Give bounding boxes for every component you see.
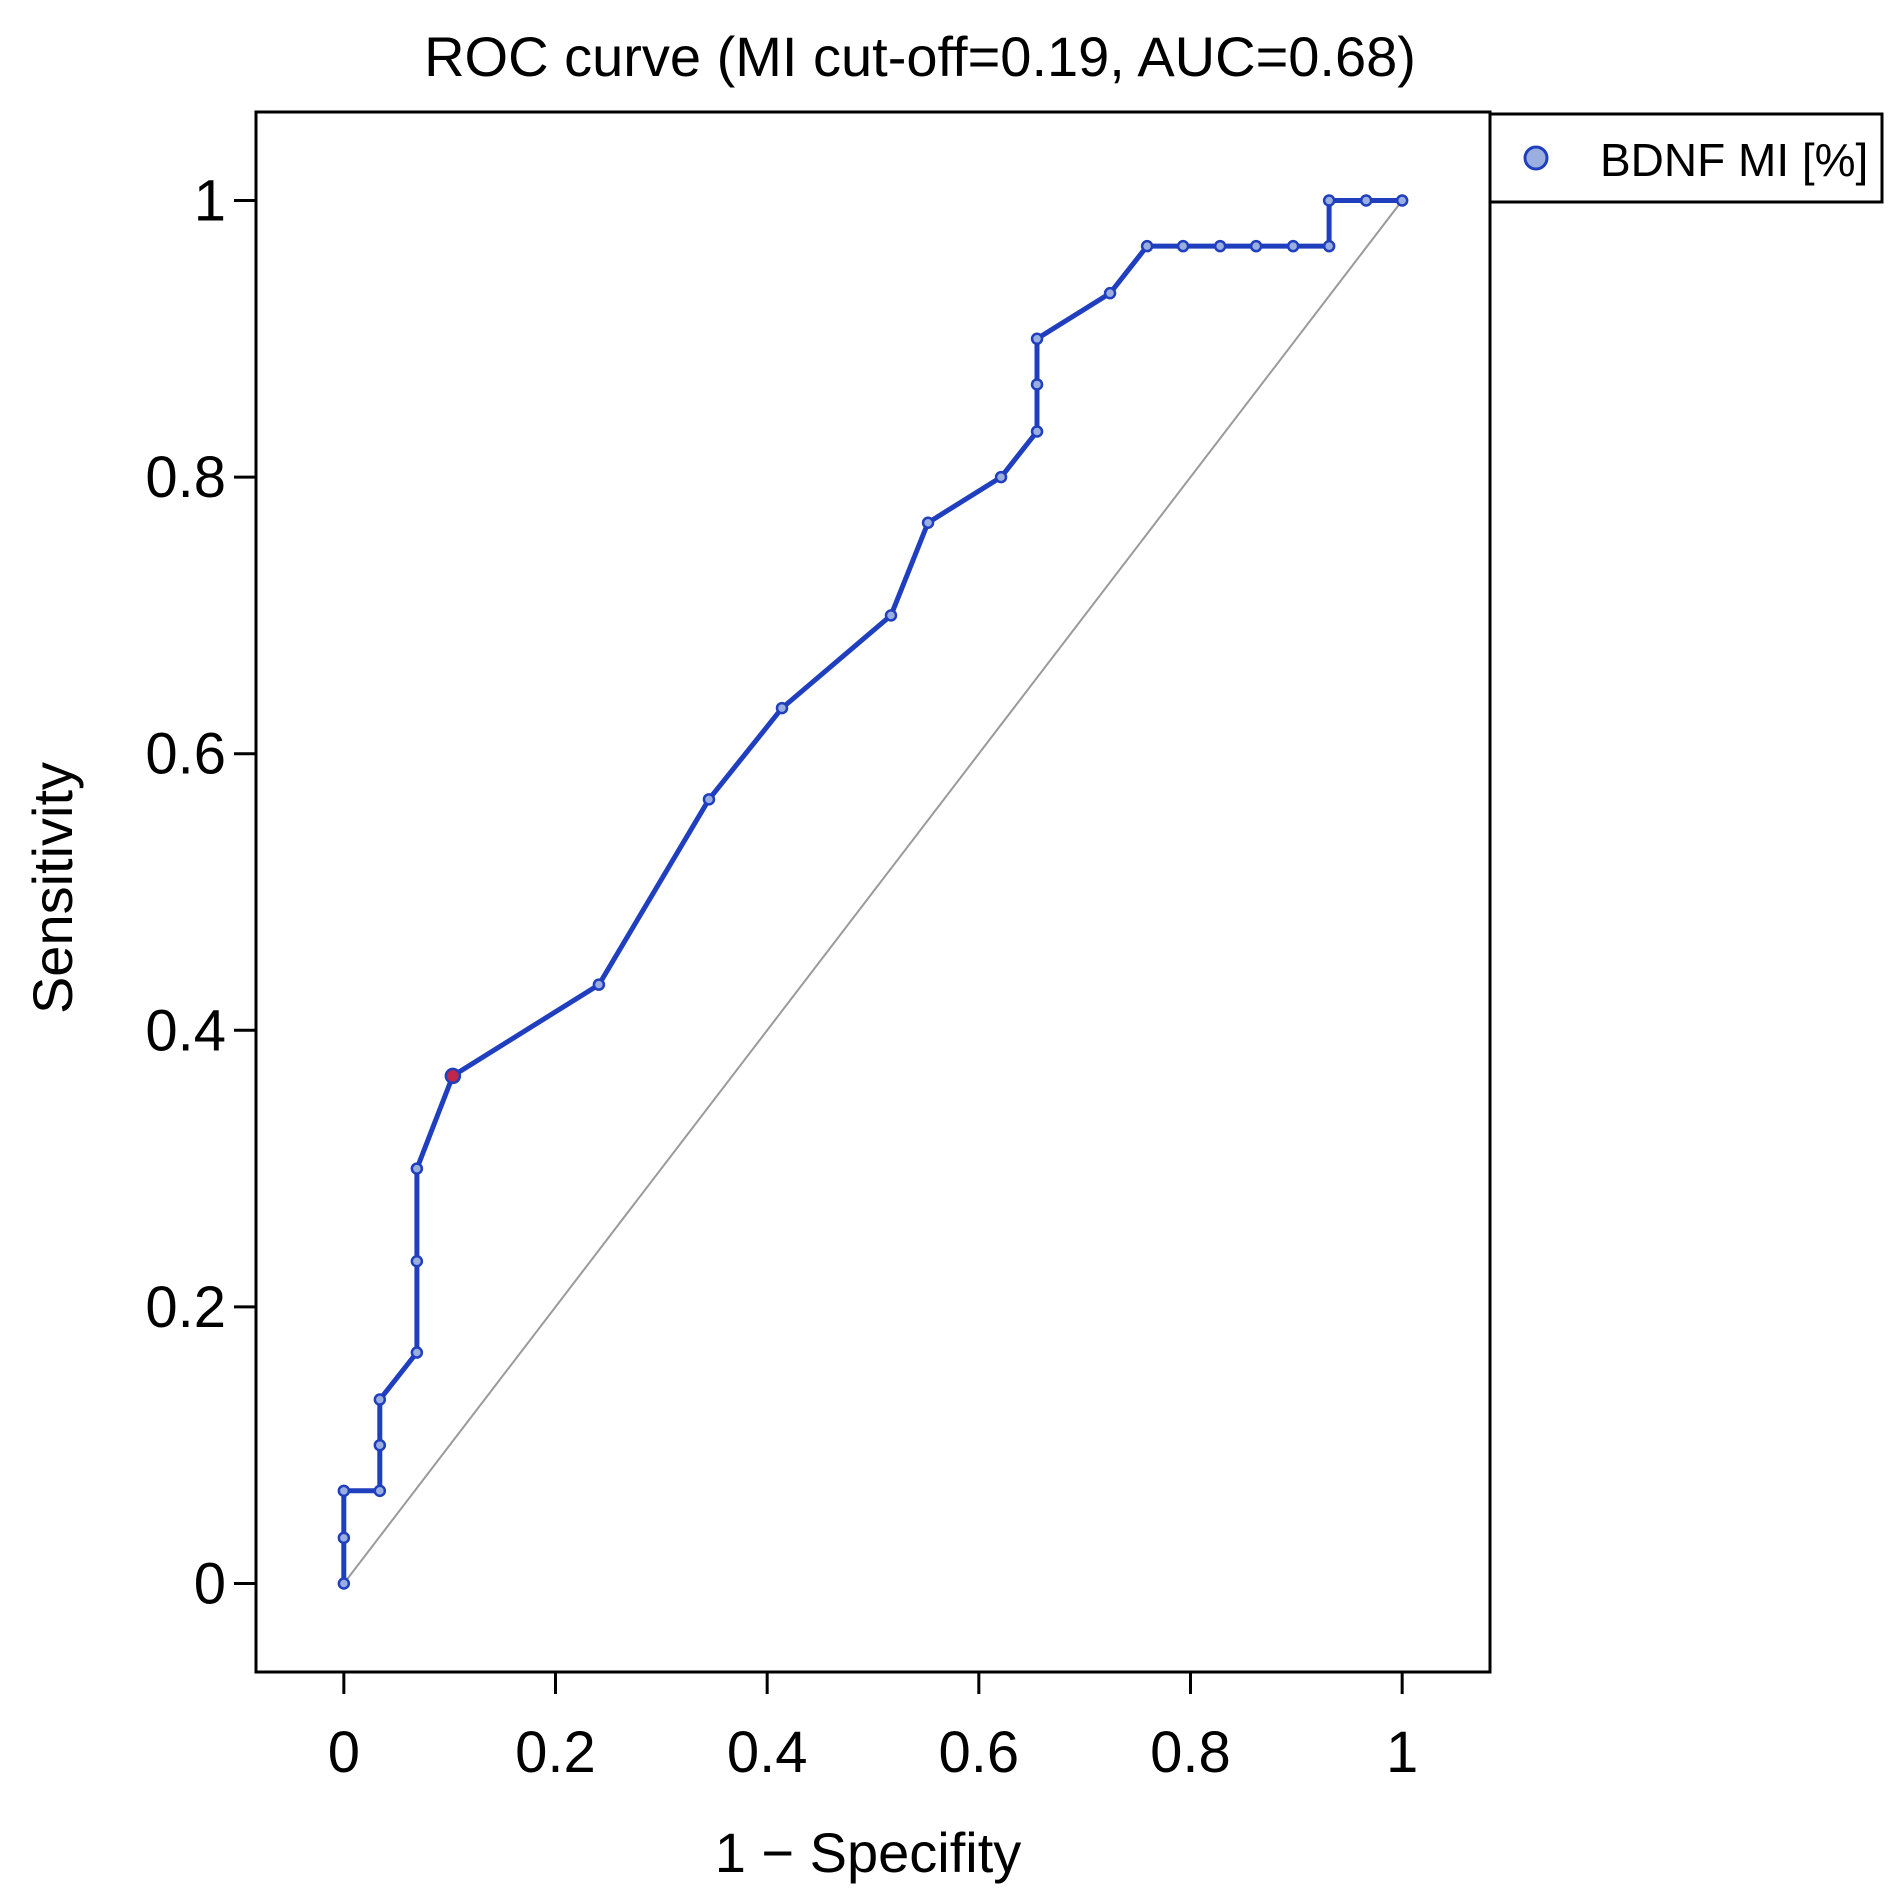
plot-frame (254, 110, 1492, 1674)
roc-point (1030, 378, 1044, 391)
x-tick-label: 1 (1386, 1720, 1418, 1785)
roc-point (337, 1484, 351, 1498)
x-tick-label: 0.6 (939, 1720, 1020, 1785)
roc-point (410, 1346, 424, 1359)
y-axis-label: Sensitivity (21, 762, 84, 1014)
legend-label: BDNF MI [%] (1600, 134, 1868, 186)
roc-point (373, 1393, 387, 1406)
y-tick-label: 0.4 (145, 998, 226, 1063)
x-tick-label: 0.4 (727, 1720, 808, 1785)
roc-point (884, 609, 898, 622)
roc-point (1395, 194, 1409, 207)
roc-point (337, 1531, 351, 1545)
chart-title: ROC curve (MI cut-off=0.19, AUC=0.68) (424, 25, 1416, 88)
legend-marker-icon (1523, 145, 1549, 171)
roc-point (1286, 239, 1300, 253)
roc-point (1030, 425, 1044, 438)
y-tick-label: 1 (194, 169, 226, 234)
legend: BDNF MI [%] (1488, 112, 1884, 204)
roc-point (1176, 239, 1190, 253)
roc-point (921, 516, 935, 529)
cutoff-point (444, 1067, 462, 1085)
legend-box (1488, 112, 1884, 204)
y-tick-label: 0.2 (145, 1275, 226, 1340)
roc-point (1140, 239, 1154, 253)
roc-point (337, 1577, 351, 1590)
roc-point (410, 1162, 424, 1175)
y-tick-label: 0 (194, 1551, 226, 1616)
roc-point (410, 1255, 424, 1268)
y-tick-label: 0.6 (145, 722, 226, 787)
roc-point (775, 701, 789, 715)
reference-diagonal-line (343, 199, 1403, 1585)
roc-point (1359, 194, 1373, 207)
roc-point (592, 978, 606, 991)
plot-area: 0 0.2 0.4 0.6 0.8 1 0 0.2 0.4 0.6 0.8 1 (145, 110, 1492, 1785)
x-tick-label: 0 (328, 1720, 360, 1785)
roc-point (702, 793, 716, 806)
roc-point (1213, 239, 1227, 253)
roc-point (1249, 239, 1263, 253)
x-tick-label: 0.2 (515, 1720, 596, 1785)
roc-point (1322, 194, 1336, 207)
roc-point (1103, 286, 1117, 300)
roc-point (373, 1484, 387, 1498)
roc-point (1322, 239, 1336, 253)
y-tick-label: 0.8 (145, 445, 226, 510)
roc-point (994, 470, 1008, 484)
x-axis-label: 1 − Specifity (715, 1821, 1022, 1884)
x-tick-label: 0.8 (1150, 1720, 1231, 1785)
roc-point (1030, 332, 1044, 346)
roc-point (373, 1438, 387, 1452)
